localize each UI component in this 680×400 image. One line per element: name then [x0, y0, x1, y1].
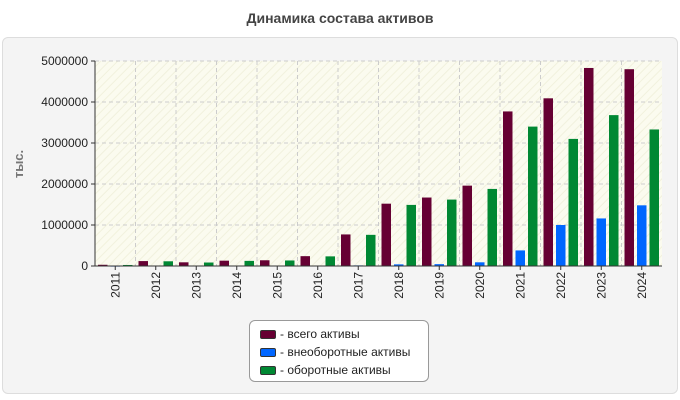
y-tick-layer: 0 1000000 2000000 3000000 4000000 5000000 — [41, 54, 95, 273]
bar-2020-s1 — [475, 262, 485, 266]
y-tick-label: 5000000 — [41, 54, 88, 68]
y-tick-label: 4000000 — [41, 95, 88, 109]
bar-2019-s2 — [447, 199, 457, 266]
bar-2011-s2 — [123, 264, 133, 266]
bar-2024-s1 — [637, 205, 647, 266]
bar-2012-s0 — [138, 261, 148, 266]
bar-2021-s0 — [503, 111, 513, 267]
bar-2023-s0 — [584, 67, 594, 266]
bar-2013-s2 — [204, 262, 214, 266]
bar-2022-s2 — [568, 138, 578, 266]
bar-2011-s0 — [98, 264, 108, 266]
bar-2023-s1 — [596, 218, 606, 266]
bar-2016-s0 — [300, 256, 310, 266]
x-tick-label: 2019 — [432, 272, 446, 299]
x-tick-label: 2015 — [270, 272, 284, 299]
grid-layer — [95, 60, 662, 266]
bar-2018-s1 — [394, 264, 404, 266]
legend-label-noncurrent: - внеоборотные активы — [280, 345, 411, 359]
bar-2016-s2 — [325, 256, 335, 266]
bar-2024-s2 — [649, 129, 659, 266]
bar-2012-s2 — [163, 261, 173, 266]
bar-2015-s0 — [260, 260, 270, 266]
bar-2017-s2 — [366, 234, 376, 266]
x-tick-label: 2013 — [189, 272, 203, 299]
bar-2018-s0 — [381, 203, 391, 266]
bar-2017-s0 — [341, 234, 351, 266]
x-tick-label: 2021 — [513, 272, 527, 299]
x-tick-layer: 2011 2012 2013 2014 2015 2016 2017 2018 2019 2020… — [108, 266, 649, 299]
bar-2014-s2 — [244, 260, 254, 266]
legend-item-noncurrent: - внеоборотные активы — [250, 343, 428, 361]
legend-label-current: - оборотные активы — [280, 363, 391, 377]
x-tick-label: 2012 — [149, 272, 163, 299]
legend-label-total: - всего активы — [280, 327, 360, 341]
y-tick-label: 0 — [81, 259, 88, 273]
bar-2021-s2 — [528, 126, 538, 266]
legend-swatch-noncurrent — [260, 347, 276, 357]
bar-2019-s1 — [434, 264, 444, 266]
bar-2018-s2 — [406, 204, 416, 266]
bar-2022-s1 — [556, 225, 566, 266]
y-tick-label: 1000000 — [41, 218, 88, 232]
bar-2020-s2 — [487, 188, 497, 266]
bar-2013-s0 — [179, 262, 189, 266]
x-tick-label: 2018 — [392, 272, 406, 299]
x-tick-label: 2011 — [108, 272, 122, 298]
x-tick-label: 2024 — [635, 272, 649, 299]
legend-item-total: - всего активы — [250, 325, 428, 343]
bar-2019-s0 — [422, 197, 432, 266]
legend-swatch-total — [260, 329, 276, 339]
x-tick-label: 2017 — [351, 272, 365, 299]
x-tick-label: 2020 — [473, 272, 487, 299]
bar-2021-s1 — [515, 250, 525, 266]
bar-2015-s2 — [285, 260, 295, 266]
bar-2023-s2 — [609, 115, 619, 267]
bar-2014-s0 — [219, 260, 229, 266]
bar-2022-s0 — [543, 98, 553, 266]
y-axis-label: тыс. — [11, 150, 26, 178]
x-tick-label: 2014 — [230, 272, 244, 299]
bar-2020-s0 — [462, 185, 472, 266]
x-tick-label: 2022 — [554, 272, 568, 299]
chart-legend: - всего активы - внеоборотные активы - о… — [249, 320, 429, 382]
legend-item-current: - оборотные активы — [250, 361, 428, 379]
chart-title: Динамика состава активов — [246, 10, 434, 26]
y-tick-label: 2000000 — [41, 177, 88, 191]
x-tick-label: 2016 — [311, 272, 325, 299]
x-tick-label: 2023 — [594, 272, 608, 299]
legend-swatch-current — [260, 365, 276, 375]
bar-2024-s0 — [624, 69, 634, 266]
y-tick-label: 3000000 — [41, 136, 88, 150]
